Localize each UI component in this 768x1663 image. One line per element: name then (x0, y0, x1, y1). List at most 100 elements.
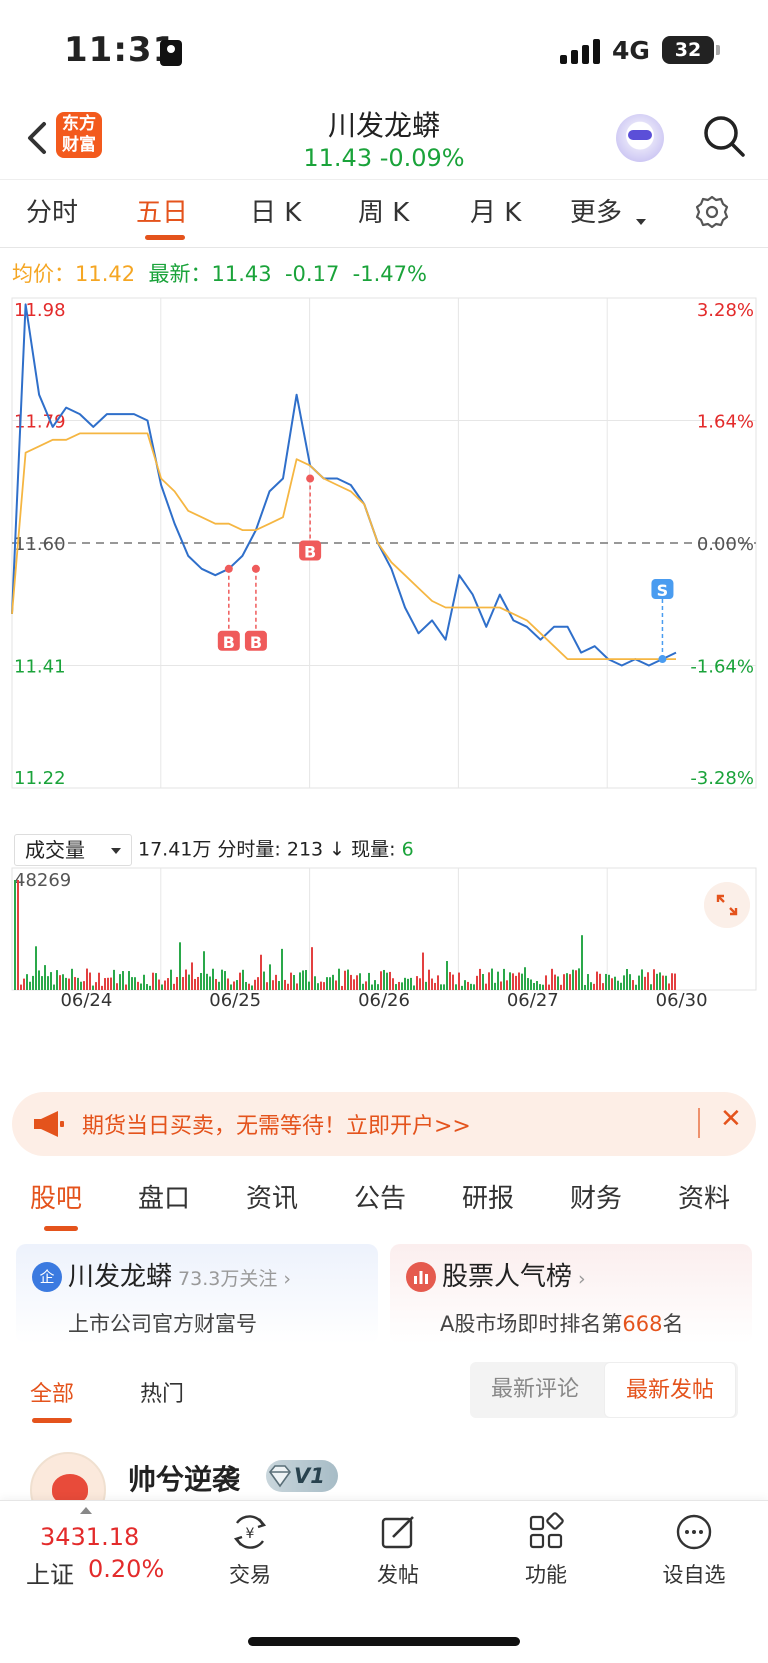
nav-add-watchlist-label: 设自选 (662, 1563, 726, 1587)
diamond-icon (268, 1465, 292, 1488)
volume-bar (77, 977, 79, 990)
volume-bar (152, 972, 154, 990)
volume-indicator-select[interactable]: 成交量 (14, 834, 132, 866)
nav-post[interactable]: 发帖 (338, 1511, 458, 1589)
tab-pankou[interactable]: 盘口 (138, 1184, 191, 1214)
tab-profile[interactable]: 资料 (678, 1184, 731, 1214)
volume-bar (599, 973, 601, 990)
futures-promo-banner[interactable]: 期货当日买卖，无需等待！立即开户>> ✕ (12, 1092, 756, 1156)
nav-post-label: 发帖 (377, 1563, 419, 1587)
tab-guba[interactable]: 股吧 (30, 1184, 83, 1214)
y-tick-right: -3.28% (690, 768, 754, 789)
nav-trade[interactable]: ¥ 交易 (190, 1511, 310, 1589)
volume-bar (497, 971, 499, 990)
tab-weekly-k[interactable]: 周 K (358, 198, 410, 228)
volume-bar (617, 980, 619, 990)
volume-bar (443, 984, 445, 990)
expand-icon[interactable] (704, 882, 750, 928)
volume-bar (335, 980, 337, 990)
nav-add-watchlist[interactable]: 设自选 (634, 1511, 754, 1589)
gear-icon[interactable] (694, 194, 730, 230)
volume-bar (644, 976, 646, 990)
avg-value: 11.42 (75, 262, 136, 286)
volume-bar (548, 984, 550, 990)
volume-bar (464, 980, 466, 990)
volume-bar (299, 972, 301, 990)
filter-hot[interactable]: 热门 (140, 1382, 185, 1407)
buy-marker-label: B (223, 633, 235, 652)
volume-bar (629, 974, 631, 990)
close-icon[interactable]: ✕ (720, 1104, 742, 1134)
tab-daily-k[interactable]: 日 K (250, 198, 302, 228)
five-day-chart[interactable]: 11.98 3.28%11.79 1.64%11.60 0.00%11.41 -1.64… (0, 290, 768, 1080)
volume-bar (485, 983, 487, 990)
volume-bar (89, 972, 91, 990)
tab-finance[interactable]: 财务 (570, 1184, 623, 1214)
volume-bar (374, 980, 376, 990)
volume-bar (101, 985, 103, 990)
popularity-rank-card[interactable]: 股票人气榜 › A股市场即时排名第668名 (390, 1244, 752, 1344)
bottom-toolbar: 3431.18 上证 0.20% ¥ 交易 发帖 功能 (0, 1500, 768, 1663)
volume-bar (545, 975, 547, 990)
tab-research[interactable]: 研报 (462, 1184, 515, 1214)
volume-bar (338, 968, 340, 990)
follower-count: 73.3万关注 (178, 1268, 278, 1290)
tab-announcements[interactable]: 公告 (354, 1184, 407, 1214)
volume-bar (26, 974, 28, 990)
volume-bar (197, 976, 199, 990)
volume-bar (56, 970, 58, 990)
buy-marker-label: B (304, 543, 316, 562)
volume-bar (365, 981, 367, 990)
robot-assistant-icon[interactable] (616, 114, 664, 162)
volume-bar (569, 974, 571, 990)
volume-bar (170, 969, 172, 990)
index-change-pct[interactable]: 0.20% (88, 1555, 165, 1583)
rank-number: 668 (622, 1312, 663, 1336)
sort-latest-post[interactable]: 最新发帖 (604, 1362, 736, 1418)
volume-bar (32, 975, 34, 990)
volume-bar (137, 981, 139, 990)
post-filter-bar: 全部 热门 最新评论 最新发帖 (0, 1362, 768, 1423)
x-tick-label: 06/24 (60, 990, 112, 1011)
volume-bar (407, 978, 409, 990)
volume-bar (455, 984, 457, 990)
volume-bar (248, 983, 250, 990)
price-change: -0.17 (284, 262, 340, 286)
y-tick-left: 11.60 (14, 534, 66, 555)
more-caret-icon (636, 219, 646, 225)
index-name[interactable]: 上证 (26, 1561, 74, 1589)
volume-bar (431, 978, 433, 990)
tab-intraday[interactable]: 分时 (26, 198, 79, 228)
volume-bar (68, 978, 70, 990)
volume-bar (524, 967, 526, 990)
volume-bar (581, 935, 583, 990)
volume-bar (53, 984, 55, 990)
volume-bar (590, 982, 592, 990)
y-tick-left: 11.41 (14, 657, 66, 678)
volume-bar (122, 971, 124, 990)
chevron-left-icon[interactable] (18, 118, 58, 158)
search-icon[interactable] (702, 114, 746, 158)
post-username[interactable]: 帅兮逆袭 (128, 1463, 241, 1496)
index-value[interactable]: 3431.18 (40, 1523, 140, 1551)
volume-bar (194, 978, 196, 990)
tab-five-day[interactable]: 五日 (136, 198, 189, 228)
volume-bar (293, 975, 295, 990)
eastmoney-logo[interactable]: 东方 财富 (56, 112, 102, 158)
volume-bar (269, 964, 271, 990)
filter-all[interactable]: 全部 (30, 1382, 75, 1407)
tab-monthly-k[interactable]: 月 K (470, 198, 522, 228)
volume-bar (239, 972, 241, 990)
more-dots-icon (676, 1514, 712, 1550)
official-account-card[interactable]: 企 川发龙蟒 73.3万关注 › 上市公司官方财富号 (16, 1244, 378, 1344)
volume-bar (296, 983, 298, 990)
sort-latest-comment[interactable]: 最新评论 (490, 1377, 579, 1402)
apps-grid-icon (529, 1512, 564, 1549)
nav-functions[interactable]: 功能 (486, 1511, 606, 1589)
tab-more[interactable]: 更多 (570, 198, 623, 228)
volume-bar (281, 948, 283, 990)
volume-bar (191, 962, 193, 990)
chevron-up-icon[interactable] (80, 1507, 92, 1514)
enterprise-icon: 企 (32, 1262, 62, 1292)
tab-news[interactable]: 资讯 (246, 1184, 299, 1214)
